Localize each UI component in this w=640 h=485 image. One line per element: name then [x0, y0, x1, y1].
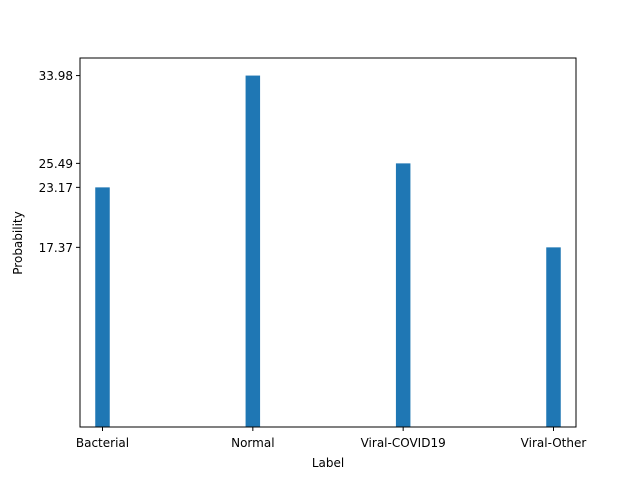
bar-viral-other [546, 247, 561, 427]
x-tick-label: Bacterial [76, 436, 129, 450]
y-tick-label: 23.17 [39, 181, 73, 195]
y-tick-label: 25.49 [39, 157, 73, 171]
y-tick-label: 33.98 [39, 69, 73, 83]
bar-viral-covid19 [395, 163, 411, 427]
y-axis-label: Probability [11, 211, 25, 274]
x-tick-label: Normal [231, 436, 274, 450]
plot-frame [79, 57, 577, 428]
x-axis: Bacterial Normal Viral-COVID19 Viral-Other [76, 427, 587, 450]
x-tick-label: Viral-COVID19 [361, 436, 446, 450]
bar-normal [245, 75, 261, 427]
x-tick-label: Viral-Other [521, 436, 587, 450]
bar-bacterial [95, 187, 110, 427]
y-axis: 17.37 23.17 25.49 33.98 [39, 69, 80, 255]
y-tick-label: 17.37 [39, 241, 73, 255]
x-axis-label: Label [312, 456, 344, 470]
bars-group [95, 75, 561, 427]
